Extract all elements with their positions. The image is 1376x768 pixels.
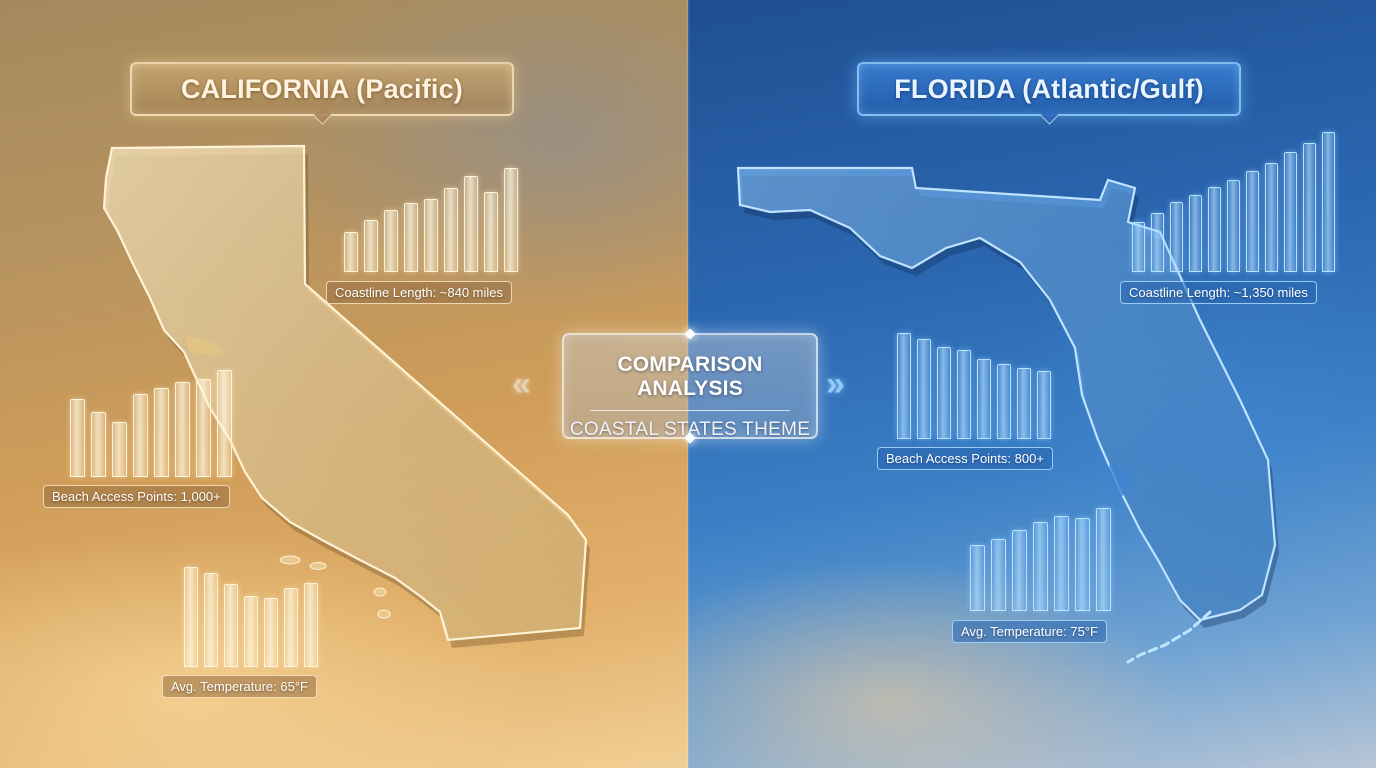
california-beach-access-bar-2 (91, 412, 106, 477)
california-coastline-bar-7 (464, 176, 478, 272)
florida-coastline-label: Coastline Length: ~1,350 miles (1120, 281, 1317, 304)
florida-temperature-label: Avg. Temperature: 75°F (952, 620, 1107, 643)
california-temperature-label: Avg. Temperature: 65°F (162, 675, 317, 698)
florida-temperature-bar-5 (1054, 516, 1069, 611)
florida-coastline-bar-8 (1265, 163, 1278, 272)
california-beach-access-bar-1 (70, 399, 85, 477)
comparison-subtitle: COASTAL STATES THEME (569, 419, 811, 440)
california-beach-access-bar-4 (133, 394, 148, 477)
california-coastline-bars (344, 168, 524, 272)
florida-beach-access-bars (897, 333, 1057, 439)
florida-beach-access-bar-3 (937, 347, 951, 439)
florida-temperature-bars (970, 508, 1117, 611)
florida-beach-access-bar-6 (997, 364, 1011, 439)
california-coastline-bar-8 (484, 192, 498, 272)
california-title: CALIFORNIA (Pacific) (130, 62, 514, 116)
california-coastline-bar-6 (444, 188, 458, 272)
florida-beach-access-bar-5 (977, 359, 991, 439)
california-coastline-bar-9 (504, 168, 518, 272)
california-coastline-bar-1 (344, 232, 358, 272)
florida-temperature-bar-7 (1096, 508, 1111, 611)
california-temperature-bars (184, 567, 324, 667)
california-beach-access-bar-3 (112, 422, 127, 477)
florida-beach-access-bar-8 (1037, 371, 1051, 439)
california-temperature-bar-1 (184, 567, 198, 667)
california-temperature-bar-4 (244, 596, 258, 667)
chevron-right-icon: » (826, 365, 845, 403)
florida-temperature-bar-4 (1033, 522, 1048, 611)
comparison-panel: COMPARISON ANALYSIS COASTAL STATES THEME (562, 328, 818, 444)
california-coastline-bar-5 (424, 199, 438, 272)
florida-temperature-bar-1 (970, 545, 985, 611)
florida-temperature-bar-3 (1012, 530, 1027, 611)
california-temperature-bar-6 (284, 588, 298, 667)
florida-beach-access-label: Beach Access Points: 800+ (877, 447, 1053, 470)
california-beach-access-label: Beach Access Points: 1,000+ (43, 485, 230, 508)
comparison-divider (590, 410, 790, 411)
center-divider (686, 0, 690, 768)
florida-coastline-bar-10 (1303, 143, 1316, 272)
california-coastline-bar-3 (384, 210, 398, 272)
california-beach-access-bars (70, 370, 238, 477)
florida-coastline-bar-6 (1227, 180, 1240, 272)
florida-beach-access-bar-2 (917, 339, 931, 439)
florida-coastline-bar-11 (1322, 132, 1335, 272)
florida-coastline-bar-4 (1189, 195, 1202, 272)
comparison-title: COMPARISON ANALYSIS (617, 353, 763, 400)
california-beach-access-bar-8 (217, 370, 232, 477)
california-beach-access-bar-7 (196, 379, 211, 477)
florida-coastline-bar-3 (1170, 202, 1183, 272)
california-coastline-label: Coastline Length: ~840 miles (326, 281, 513, 304)
florida-coastline-bar-1 (1132, 222, 1145, 272)
california-temperature-bar-7 (304, 583, 318, 667)
california-beach-access-bar-5 (154, 388, 169, 477)
florida-coastline-bar-2 (1151, 213, 1164, 272)
florida-beach-access-bar-1 (897, 333, 911, 439)
florida-beach-access-bar-7 (1017, 368, 1031, 439)
california-map (102, 144, 590, 648)
florida-title: FLORIDA (Atlantic/Gulf) (857, 62, 1241, 116)
california-temperature-bar-3 (224, 584, 238, 667)
florida-coastline-bars (1132, 132, 1341, 272)
florida-coastline-bar-9 (1284, 152, 1297, 272)
california-temperature-bar-5 (264, 598, 278, 667)
florida-temperature-bar-2 (991, 539, 1006, 611)
florida-beach-access-bar-4 (957, 350, 971, 439)
chevron-left-icon: « (512, 365, 531, 403)
california-coastline-bar-4 (404, 203, 418, 272)
florida-coastline-bar-5 (1208, 187, 1221, 272)
california-temperature-bar-2 (204, 573, 218, 667)
california-beach-access-bar-6 (175, 382, 190, 477)
california-coastline-bar-2 (364, 220, 378, 272)
florida-temperature-bar-6 (1075, 518, 1090, 611)
florida-coastline-bar-7 (1246, 171, 1259, 272)
